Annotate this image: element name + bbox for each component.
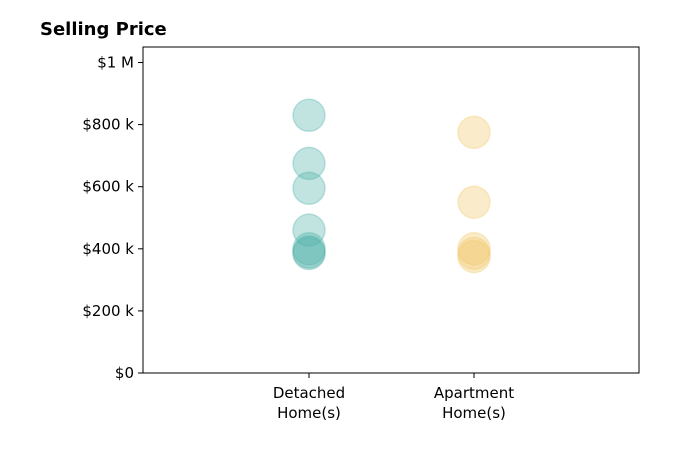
y-tick-label: $0	[115, 364, 134, 382]
y-tick-label: $800 k	[82, 116, 134, 134]
y-tick-label: $200 k	[82, 302, 134, 320]
detached-home-point	[292, 232, 326, 266]
y-tick-label: $600 k	[82, 178, 134, 196]
apartment-home-point	[457, 239, 491, 274]
y-axis: $0 $200 k $400 k $600 k $800 k $1 M	[82, 54, 143, 382]
chart-title: Selling Price	[40, 19, 167, 40]
apartment-home-point	[457, 232, 491, 266]
x-axis: Detached Home(s) Apartment Home(s)	[273, 373, 514, 422]
detached-home-point	[292, 146, 326, 181]
detached-home-point	[292, 213, 326, 247]
plot-area-frame	[142, 46, 640, 374]
detached-home-point	[292, 236, 326, 271]
data-points	[292, 98, 491, 274]
detached-home-point	[292, 98, 326, 133]
apartment-home-point	[457, 115, 491, 150]
apartment-home-point	[457, 185, 491, 219]
detached-home-point	[292, 171, 326, 206]
detached-home-point	[292, 235, 326, 269]
x-tick-label: Detached Home(s)	[273, 384, 345, 422]
apartment-home-point	[457, 236, 491, 271]
y-tick-label: $1 M	[97, 54, 134, 72]
x-tick-label: Apartment Home(s)	[434, 384, 514, 422]
y-tick-label: $400 k	[82, 240, 134, 258]
